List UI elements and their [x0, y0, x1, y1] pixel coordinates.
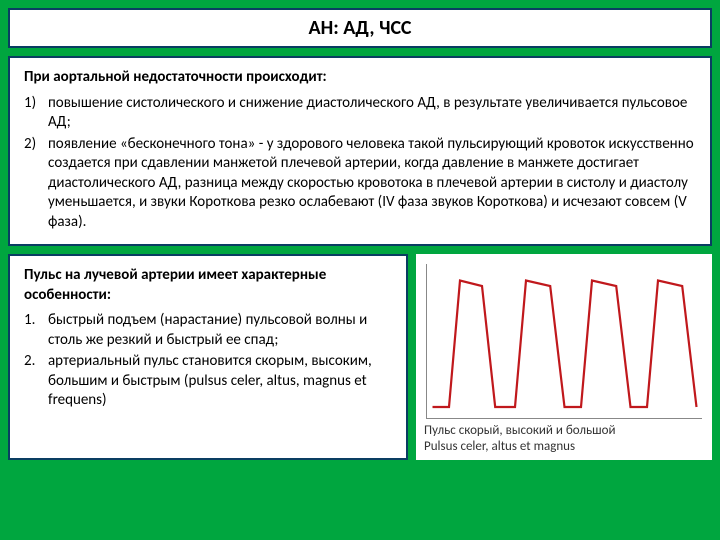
pulse-chart	[426, 264, 702, 419]
lower-list: 1. быстрый подъем (нарастание) пульсовой …	[24, 311, 392, 411]
item-number: 1.	[24, 311, 35, 331]
item-text: повышение систолического и снижение диас…	[48, 94, 687, 132]
upper-content-box: При аортальной недостаточности происходи…	[8, 56, 712, 246]
pulse-wave-icon	[427, 264, 702, 418]
item-number: 2.	[24, 352, 35, 372]
lower-intro: Пульс на лучевой артерии имеет характерн…	[24, 266, 392, 305]
list-item: 2) появление «бесконечного тона» - у здор…	[24, 135, 696, 233]
item-text: появление «бесконечного тона» - у здоров…	[48, 135, 694, 231]
caption-ru: Пульс скорый, высокий и большой	[424, 423, 704, 439]
list-item: 2. артериальный пульс становится скорым, …	[24, 352, 392, 411]
list-item: 1) повышение систолического и снижение ди…	[24, 94, 696, 133]
pulse-chart-panel: Пульс скорый, высокий и большой Pulsus c…	[416, 254, 712, 460]
bottom-row: Пульс на лучевой артерии имеет характерн…	[8, 254, 712, 460]
upper-list: 1) повышение систолического и снижение ди…	[24, 94, 696, 233]
list-item: 1. быстрый подъем (нарастание) пульсовой …	[24, 311, 392, 350]
upper-intro: При аортальной недостаточности происходи…	[24, 68, 696, 88]
item-number: 2)	[24, 135, 36, 155]
chart-caption: Пульс скорый, высокий и большой Pulsus c…	[422, 419, 706, 454]
wave-path	[433, 281, 697, 408]
caption-lat: Pulsus celer, altus et magnus	[424, 439, 704, 455]
page-title: АН: АД, ЧСС	[22, 16, 698, 40]
item-number: 1)	[24, 94, 36, 114]
title-box: АН: АД, ЧСС	[8, 8, 712, 48]
item-text: артериальный пульс становится скорым, вы…	[48, 352, 372, 409]
lower-content-box: Пульс на лучевой артерии имеет характерн…	[8, 254, 408, 460]
item-text: быстрый подъем (нарастание) пульсовой во…	[48, 311, 367, 349]
